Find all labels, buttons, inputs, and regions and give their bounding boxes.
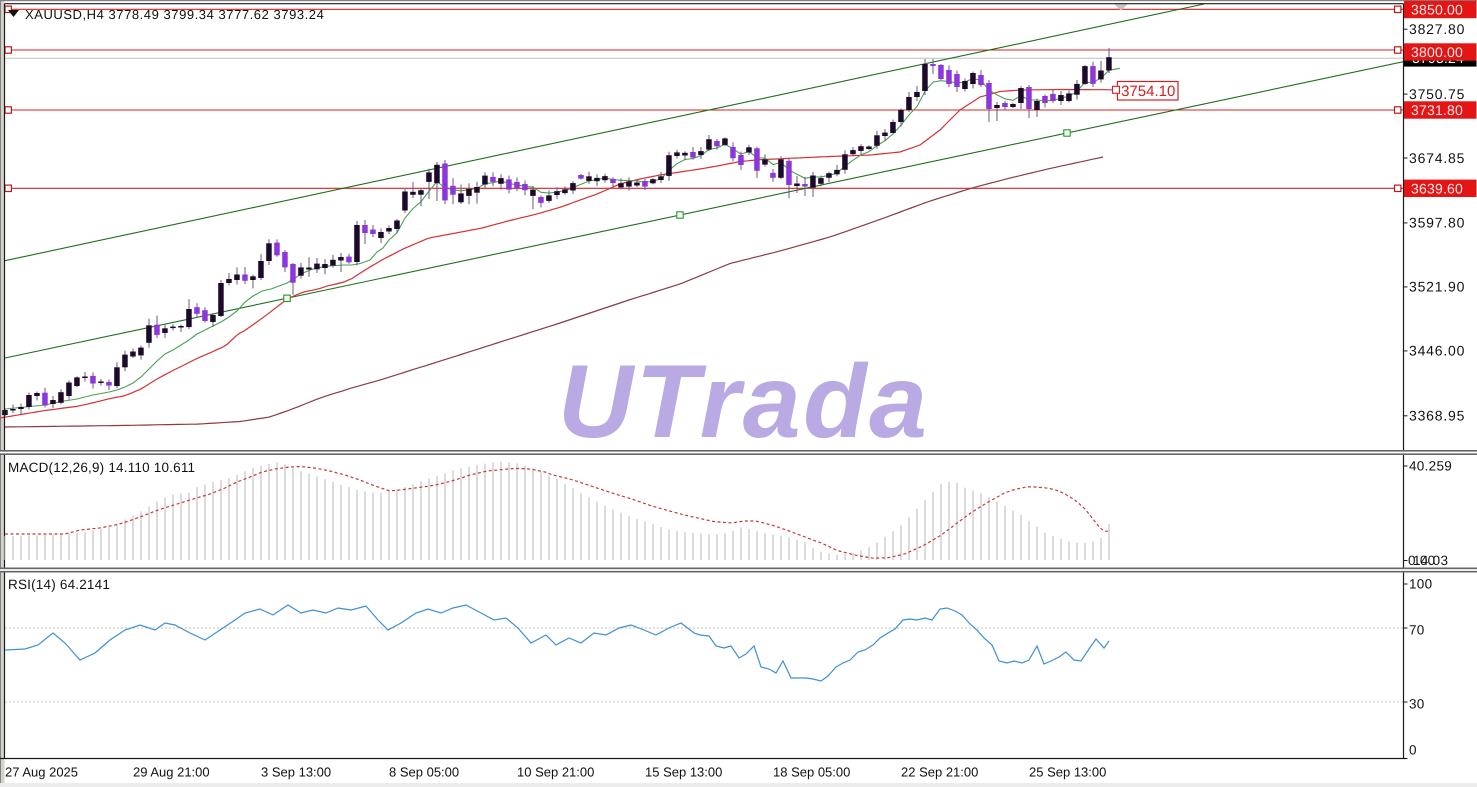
- svg-text:0.00: 0.00: [1408, 553, 1435, 568]
- svg-text:3800.00: 3800.00: [1411, 44, 1463, 60]
- svg-text:XAUUSD,H4 3778.49 3799.34 377: XAUUSD,H4 3778.49 3799.34 3777.62 3793.2…: [25, 7, 324, 22]
- svg-text:40.259: 40.259: [1409, 459, 1452, 474]
- svg-text:3597.80: 3597.80: [1409, 215, 1465, 231]
- svg-text:MACD(12,26,9) 14.110 10.611: MACD(12,26,9) 14.110 10.611: [8, 460, 195, 475]
- svg-text:3850.00: 3850.00: [1411, 2, 1463, 18]
- svg-text:22 Sep 21:00: 22 Sep 21:00: [901, 765, 978, 780]
- svg-text:18 Sep 05:00: 18 Sep 05:00: [773, 765, 850, 780]
- svg-text:100: 100: [1409, 577, 1432, 592]
- svg-text:25 Sep 13:00: 25 Sep 13:00: [1029, 765, 1106, 780]
- svg-text:10 Sep 21:00: 10 Sep 21:00: [517, 765, 594, 780]
- svg-text:15 Sep 13:00: 15 Sep 13:00: [645, 765, 722, 780]
- svg-text:3521.90: 3521.90: [1409, 279, 1465, 295]
- svg-text:3446.00: 3446.00: [1409, 343, 1465, 359]
- svg-text:14.03: 14.03: [1413, 553, 1448, 568]
- svg-text:3674.85: 3674.85: [1409, 150, 1465, 166]
- svg-text:RSI(14) 64.2141: RSI(14) 64.2141: [8, 577, 110, 592]
- svg-text:0: 0: [1409, 743, 1417, 758]
- svg-text:27 Aug 2025: 27 Aug 2025: [5, 765, 78, 780]
- svg-text:3827.80: 3827.80: [1409, 21, 1465, 37]
- svg-text:3 Sep 13:00: 3 Sep 13:00: [261, 765, 331, 780]
- svg-text:30: 30: [1409, 697, 1425, 712]
- svg-text:3750.75: 3750.75: [1409, 86, 1465, 102]
- svg-text:70: 70: [1409, 623, 1425, 638]
- svg-text:3368.95: 3368.95: [1409, 408, 1465, 424]
- svg-text:3731.80: 3731.80: [1411, 102, 1463, 118]
- svg-text:3639.60: 3639.60: [1411, 180, 1463, 196]
- svg-text:8 Sep 05:00: 8 Sep 05:00: [389, 765, 459, 780]
- svg-text:UTrada: UTrada: [558, 344, 929, 460]
- svg-text:3754.10: 3754.10: [1121, 83, 1175, 100]
- svg-text:29 Aug 21:00: 29 Aug 21:00: [133, 765, 210, 780]
